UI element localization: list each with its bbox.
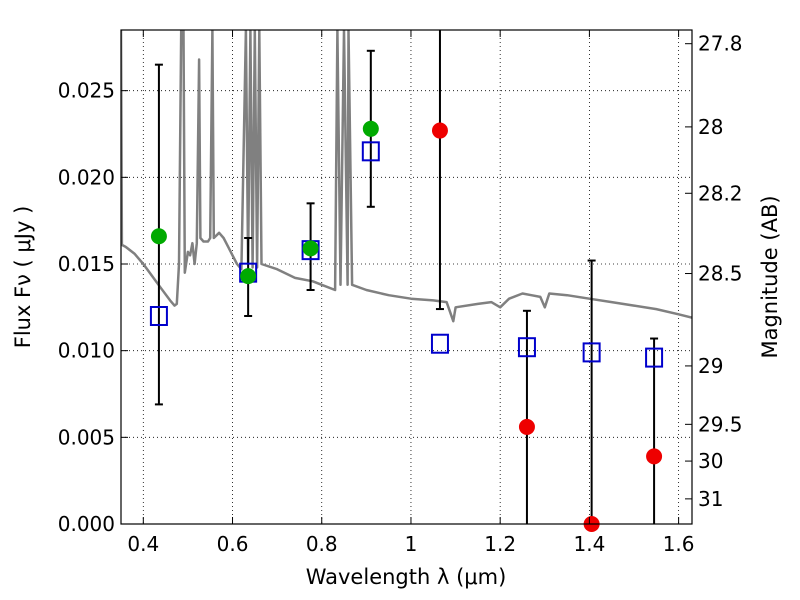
right-tick-label: 29.5: [698, 412, 743, 436]
y-axis-label: Flux Fν ( μJy ): [11, 206, 35, 349]
model-square-marker: [361, 141, 380, 162]
y-tick-label: 0.020: [58, 165, 115, 189]
x-tick-label: 1.2: [484, 532, 516, 556]
right-tick-label: 28.2: [698, 181, 743, 205]
plot-area: [121, 30, 692, 524]
green-detection-marker: [150, 228, 167, 245]
y-tick-label: 0.010: [58, 339, 115, 363]
red-detection-marker: [431, 122, 448, 139]
model-square-marker: [149, 306, 168, 326]
grid-lines: [121, 30, 692, 525]
model-square-marker: [645, 347, 664, 368]
red-detection-marker: [518, 418, 535, 435]
x-tick-label: 1.4: [573, 532, 605, 556]
y-tick-label: 0.025: [58, 79, 115, 103]
x-tick-label: 0.4: [127, 532, 159, 556]
right-axis-label: Magnitude (AB): [758, 195, 782, 358]
axis-ticks: 0.4 0.6 0.8 1 1.2 1.4 1.6 0.000 0.005 0.010 0.015 0…: [58, 30, 743, 556]
plot-frame: [120, 29, 693, 525]
y-tick-label: 0.000: [58, 512, 115, 536]
right-tick-label: 29: [698, 354, 723, 378]
green-detection-marker: [302, 240, 319, 257]
x-tick-label: 1.6: [663, 532, 695, 556]
right-tick-label: 28: [698, 115, 723, 139]
y-tick-label: 0.015: [58, 252, 115, 276]
green-detection-marker: [240, 268, 257, 285]
x-tick-label: 0.6: [217, 532, 249, 556]
red-detection-marker: [646, 448, 663, 465]
right-tick-label: 28.5: [698, 262, 743, 286]
x-tick-label: 1: [405, 532, 418, 556]
model-square-marker: [582, 342, 601, 363]
model-square-marker: [430, 333, 449, 354]
right-tick-label: 31: [698, 487, 723, 511]
template-spectrum-line: [121, 30, 692, 323]
marker-layer: [149, 120, 664, 532]
x-axis-label: Wavelength λ (μm): [306, 565, 507, 589]
green-detection-marker: [362, 120, 379, 137]
model-square-marker: [517, 337, 536, 358]
y-tick-label: 0.005: [58, 425, 115, 449]
right-tick-label: 30: [698, 449, 723, 473]
x-tick-label: 0.8: [306, 532, 338, 556]
right-tick-label: 27.8: [698, 32, 743, 56]
